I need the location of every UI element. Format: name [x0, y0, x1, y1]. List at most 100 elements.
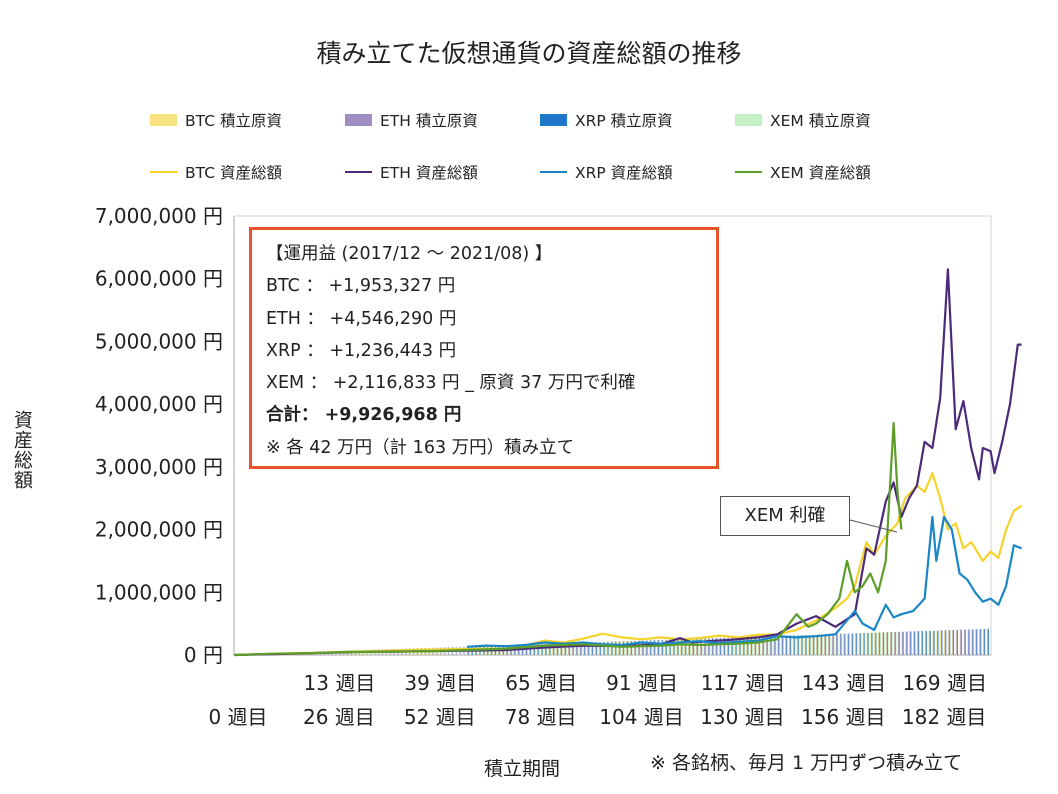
principal-bar [844, 633, 846, 655]
principal-bar [748, 636, 750, 655]
principal-bar [975, 629, 976, 655]
principal-bar [964, 629, 966, 655]
principal-bar [972, 629, 974, 655]
principal-bar [848, 633, 850, 655]
principal-bar [937, 630, 939, 655]
principal-bar [951, 629, 953, 655]
principal-bar [816, 634, 817, 655]
principal-bar [920, 631, 922, 655]
principal-bar [627, 641, 629, 655]
principal-bar [699, 638, 701, 655]
principal-bar [548, 643, 550, 655]
principal-bar [554, 643, 556, 655]
principal-bar [893, 631, 895, 655]
principal-bar [538, 644, 540, 655]
legend: BTC 積立原資 ETH 積立原資 XRP 積立原資 XEM 積立原資 BTC … [150, 108, 930, 184]
principal-bar [614, 641, 616, 655]
principal-bar [743, 637, 745, 655]
principal-bar [571, 642, 573, 655]
principal-bar [583, 642, 585, 655]
principal-bar [947, 630, 949, 655]
tick-labels: 0 円 1,000,000 円 2,000,000 円 3,000,000 円 4,00… [95, 204, 987, 729]
principal-bar [840, 633, 842, 655]
principal-bar [744, 636, 746, 655]
principal-bar [910, 631, 912, 655]
principal-bar [905, 631, 907, 655]
x-tick-label: 156 週目 [801, 705, 886, 729]
principal-bar [808, 634, 810, 655]
principal-bar [753, 636, 755, 655]
principal-bar [731, 637, 733, 655]
principal-bar [960, 629, 962, 655]
principal-bar [948, 630, 950, 655]
x-tick-label: 130 週目 [700, 705, 785, 729]
principal-bar [824, 634, 826, 655]
x-tick-label: 65 週目 [505, 671, 577, 695]
principal-bar [624, 641, 625, 655]
info-title: 【運用益 (2017/12 ～ 2021/08) 】 [266, 244, 553, 264]
principal-bar [820, 634, 822, 655]
principal-bar [894, 631, 896, 655]
principal-bar [564, 643, 566, 655]
principal-bar [778, 636, 780, 655]
principal-bar [690, 638, 691, 655]
principal-bar [742, 637, 744, 655]
principal-bar [580, 642, 582, 655]
y-tick-label: 5,000,000 円 [95, 329, 223, 353]
principal-bar [975, 629, 977, 655]
principal-bar [813, 634, 815, 655]
principal-bar [836, 633, 837, 655]
principal-bar [657, 640, 659, 655]
callout-leader [849, 519, 898, 533]
principal-bar [802, 634, 804, 655]
legend-line-xem-total [735, 171, 762, 173]
principal-bar [720, 638, 722, 655]
principal-bar [541, 643, 543, 655]
principal-bar [719, 637, 721, 655]
principal-bar [697, 638, 699, 655]
principal-bar [895, 631, 897, 655]
principal-bar [829, 634, 831, 655]
principal-bar [750, 636, 752, 655]
principal-bar [735, 637, 737, 655]
principal-bar [711, 638, 713, 655]
legend-label: XEM 資産総額 [770, 164, 871, 182]
principal-bar [987, 628, 989, 655]
total-value-line [233, 421, 903, 657]
principal-bar [711, 638, 713, 655]
principal-bar [659, 639, 660, 655]
principal-bar [526, 644, 528, 655]
principal-bar [933, 630, 934, 655]
principal-bar [530, 644, 532, 655]
principal-bar [858, 633, 860, 655]
principal-bar [701, 638, 702, 655]
principal-bar [843, 633, 845, 655]
principal-bar [832, 634, 834, 655]
principal-bar [680, 639, 682, 655]
principal-bar [563, 643, 565, 655]
principal-bar [689, 639, 691, 655]
principal-bar [817, 634, 819, 655]
principal-bar [806, 634, 808, 655]
principal-bar [812, 634, 814, 655]
x-tick-label: 26 週目 [303, 705, 375, 729]
principal-bar [785, 635, 787, 655]
principal-bar [849, 633, 851, 655]
principal-bar [876, 632, 878, 655]
principal-bar [928, 630, 930, 655]
principal-bar [783, 635, 785, 655]
principal-bar [766, 636, 768, 655]
principal-bar [680, 639, 682, 655]
principal-bar [727, 637, 729, 655]
principal-bar [952, 629, 954, 655]
principal-bar [677, 639, 678, 655]
principal-bar [801, 635, 803, 655]
principal-bar [867, 632, 869, 655]
principal-bar [635, 640, 637, 655]
principal-bar [587, 642, 589, 655]
principal-bar [633, 640, 635, 655]
principal-bar [823, 634, 825, 655]
legend-swatch-eth-principal [345, 114, 372, 126]
principal-bar [723, 637, 725, 655]
principal-bar [696, 638, 698, 655]
